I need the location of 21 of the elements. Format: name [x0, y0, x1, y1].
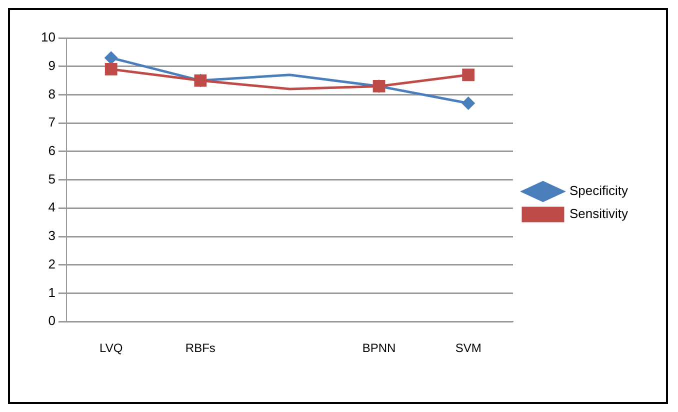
point	[104, 62, 118, 76]
x-tick-label: BPNN	[362, 341, 396, 356]
y-tick-label: 9	[48, 58, 56, 73]
y-tick-label: 8	[48, 86, 56, 102]
y-tick-label: 0	[48, 313, 56, 328]
legend-label: Specificity	[569, 183, 628, 198]
y-tick-label: 4	[48, 200, 56, 215]
y-tick-label: 1	[48, 284, 56, 300]
point	[462, 96, 475, 110]
y-tick-label: 5	[48, 171, 56, 186]
point	[462, 68, 475, 82]
x-tick-label: SVM	[455, 341, 482, 356]
legend-label: Sensitivity	[569, 206, 628, 222]
x-tick-label: RBFs	[185, 341, 216, 356]
y-tick-label: 6	[48, 143, 56, 158]
y-tick-label: 10	[40, 30, 56, 45]
y-tick-label: 7	[48, 114, 56, 130]
x-tick-label: LVQ	[100, 341, 123, 356]
y-tick-label: 3	[48, 228, 56, 244]
y-tick-label: 2	[48, 256, 56, 272]
point	[104, 52, 118, 64]
